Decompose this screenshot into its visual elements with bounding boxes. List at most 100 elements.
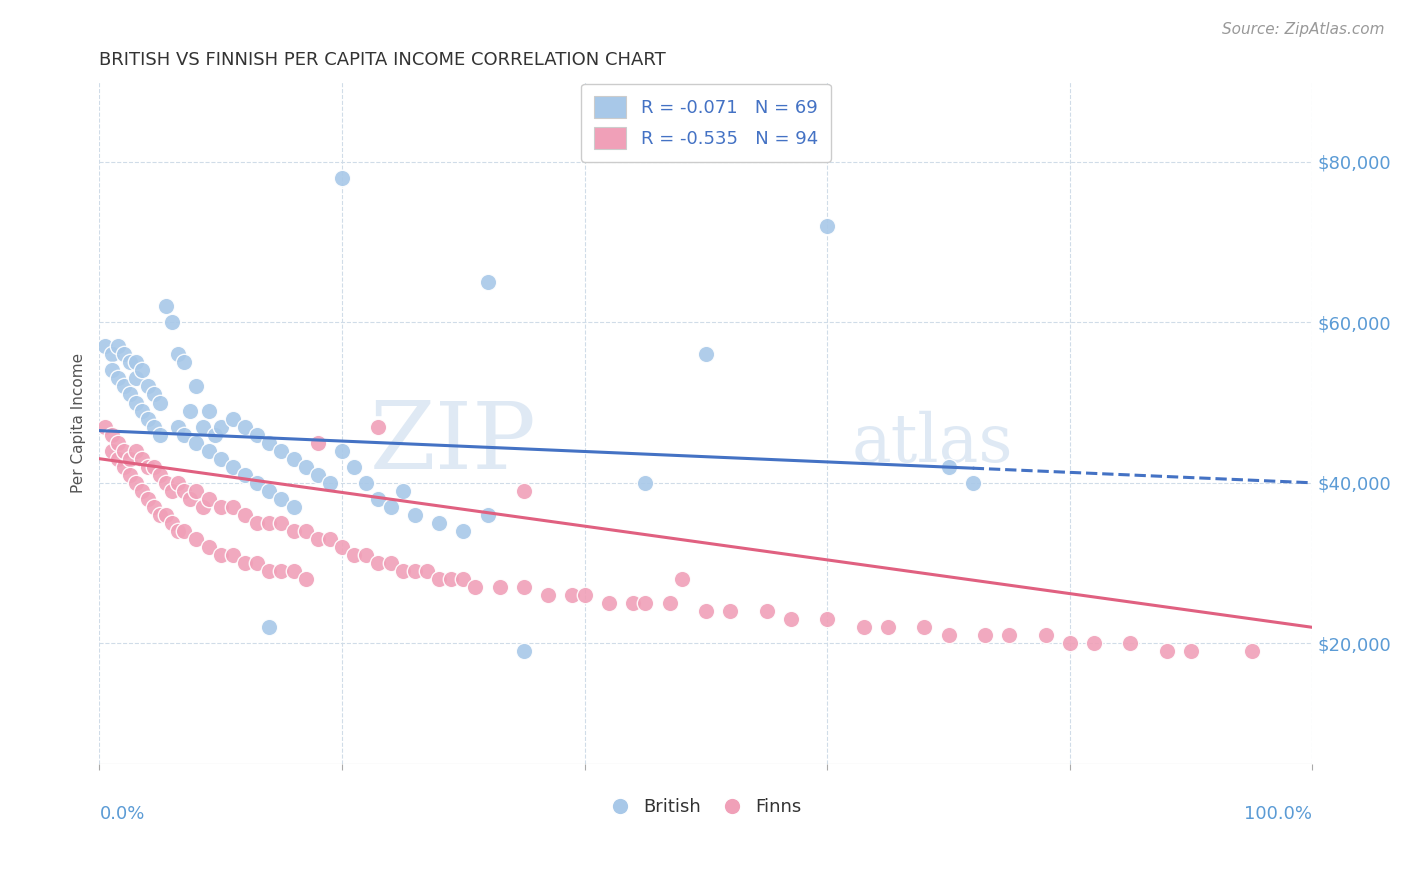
Point <box>160 516 183 530</box>
Point <box>453 524 475 538</box>
Point <box>131 451 153 466</box>
Point <box>513 483 536 498</box>
Point <box>427 516 450 530</box>
Point <box>1156 644 1178 658</box>
Point <box>513 644 536 658</box>
Point <box>155 475 177 490</box>
Point <box>118 467 141 482</box>
Point <box>131 483 153 498</box>
Point <box>209 500 232 514</box>
Point <box>718 604 741 618</box>
Point <box>107 339 129 353</box>
Point <box>173 355 195 369</box>
Point <box>149 467 172 482</box>
Point <box>427 572 450 586</box>
Point <box>464 580 486 594</box>
Point <box>136 411 159 425</box>
Point <box>118 451 141 466</box>
Point <box>1240 644 1263 658</box>
Point <box>233 508 256 522</box>
Point <box>488 580 510 594</box>
Point <box>755 604 778 618</box>
Point <box>330 443 353 458</box>
Point <box>94 339 117 353</box>
Point <box>671 572 693 586</box>
Point <box>695 347 717 361</box>
Point <box>125 475 148 490</box>
Point <box>246 475 269 490</box>
Point <box>107 451 129 466</box>
Point <box>257 435 280 450</box>
Text: ZIP: ZIP <box>370 398 536 488</box>
Point <box>598 596 620 610</box>
Point <box>112 379 135 393</box>
Point <box>938 459 960 474</box>
Point <box>294 524 316 538</box>
Point <box>149 427 172 442</box>
Point <box>477 275 499 289</box>
Point <box>270 491 292 506</box>
Point <box>634 596 657 610</box>
Point <box>149 508 172 522</box>
Point <box>197 403 219 417</box>
Point <box>191 419 214 434</box>
Point <box>938 628 960 642</box>
Point <box>173 483 195 498</box>
Point <box>131 403 153 417</box>
Point <box>876 620 898 634</box>
Point <box>257 620 280 634</box>
Point <box>233 556 256 570</box>
Point <box>143 419 166 434</box>
Point <box>179 491 201 506</box>
Legend: British, Finns: British, Finns <box>603 790 808 823</box>
Point <box>191 500 214 514</box>
Point <box>149 395 172 409</box>
Point <box>416 564 439 578</box>
Point <box>107 371 129 385</box>
Point <box>621 596 644 610</box>
Point <box>155 508 177 522</box>
Point <box>179 403 201 417</box>
Point <box>343 459 366 474</box>
Point <box>233 419 256 434</box>
Point <box>186 532 208 546</box>
Point <box>962 475 984 490</box>
Point <box>270 443 292 458</box>
Point <box>118 387 141 401</box>
Point <box>233 467 256 482</box>
Point <box>695 604 717 618</box>
Point <box>100 427 122 442</box>
Point <box>440 572 463 586</box>
Point <box>537 588 560 602</box>
Point <box>330 540 353 554</box>
Point <box>222 500 245 514</box>
Point <box>112 347 135 361</box>
Point <box>283 500 305 514</box>
Point <box>155 299 177 313</box>
Point <box>1059 636 1081 650</box>
Point <box>319 532 342 546</box>
Point <box>356 548 378 562</box>
Point <box>186 379 208 393</box>
Point <box>513 580 536 594</box>
Text: 100.0%: 100.0% <box>1244 805 1312 822</box>
Point <box>815 219 838 233</box>
Point <box>1180 644 1202 658</box>
Point <box>404 564 426 578</box>
Point <box>118 355 141 369</box>
Point <box>204 427 226 442</box>
Point <box>283 524 305 538</box>
Point <box>173 524 195 538</box>
Point <box>246 516 269 530</box>
Point <box>257 564 280 578</box>
Point <box>100 363 122 377</box>
Point <box>100 443 122 458</box>
Text: atlas: atlas <box>852 410 1012 475</box>
Point <box>1083 636 1105 650</box>
Point <box>143 387 166 401</box>
Point <box>143 500 166 514</box>
Point <box>186 483 208 498</box>
Point <box>779 612 801 626</box>
Point <box>100 347 122 361</box>
Point <box>283 564 305 578</box>
